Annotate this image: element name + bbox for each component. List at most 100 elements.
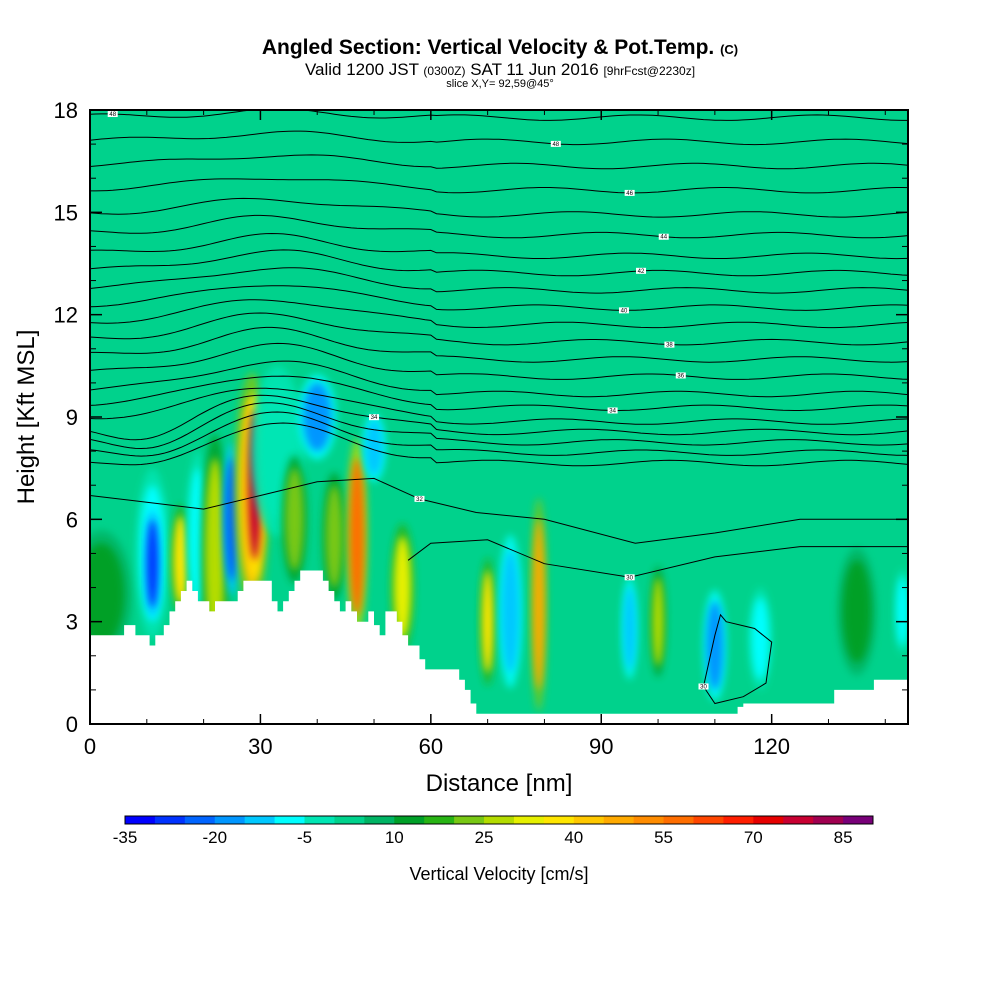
velocity-cell — [303, 382, 332, 452]
velocity-cell — [842, 560, 872, 663]
forecast-info: [9hrFcst@2230z] — [603, 64, 696, 78]
colorbar-label: 85 — [834, 828, 853, 847]
colorbar-swatch — [513, 816, 545, 824]
isentrope-line — [90, 249, 908, 277]
x-tick-label: 90 — [589, 734, 613, 759]
velocity-cell — [90, 543, 125, 646]
chart-title-suffix: (C) — [720, 42, 739, 57]
colorbar-swatch — [244, 816, 276, 824]
x-tick-label: 30 — [248, 734, 272, 759]
velocity-cell — [896, 577, 908, 646]
y-tick-label: 9 — [66, 405, 78, 430]
velocity-cell — [146, 519, 159, 609]
isentrope-label-bg — [550, 140, 561, 147]
isentrope-label: 36 — [677, 373, 684, 379]
colorbar-swatch — [274, 816, 306, 824]
colorbar-label: 70 — [744, 828, 763, 847]
isentrope-label: 44 — [660, 235, 667, 241]
isentrope-label: 32 — [416, 497, 423, 503]
colorbar-swatch — [723, 816, 754, 824]
colorbar-swatch — [424, 816, 455, 824]
isentrope-line — [407, 539, 908, 578]
isentrope-label-bg — [414, 495, 425, 502]
isentrope-line — [90, 422, 908, 467]
colorbar-swatch — [633, 816, 665, 824]
valid-time: Valid 1200 JST — [304, 60, 419, 79]
colorbar-title: Vertical Velocity [cm/s] — [409, 864, 588, 884]
isentrope-label-bg — [624, 574, 635, 581]
isentrope-label: 46 — [626, 191, 633, 197]
colorbar-label: -20 — [202, 828, 227, 847]
y-axis-label: Height [Kft MSL] — [13, 330, 40, 505]
isentrope-label-bg — [107, 111, 118, 118]
y-tick-label: 3 — [66, 610, 78, 635]
velocity-cell — [652, 577, 664, 667]
isentrope-line — [90, 342, 908, 380]
isentrope-line — [90, 360, 908, 398]
isentrope-label-bg — [636, 267, 647, 274]
colorbar-swatch — [304, 816, 335, 824]
plot-area: 34 34 36 38 40 42 44 46 48 48 32 30 30 — [90, 110, 908, 724]
velocity-cell — [349, 457, 365, 615]
chart-title-text: Angled Section: Vertical Velocity & Pot.… — [261, 36, 715, 59]
colorbar-swatch — [154, 816, 186, 824]
velocity-cell — [325, 485, 343, 588]
velocity-cell — [533, 519, 545, 690]
velocity-cell — [393, 536, 411, 639]
isentrope-label-bg — [698, 683, 709, 690]
isentrope-label-bg — [675, 372, 686, 379]
y-tick-label: 6 — [66, 507, 78, 532]
colorbar-frame — [124, 815, 874, 825]
isentrope-line — [90, 232, 908, 260]
velocity-cells — [90, 365, 908, 712]
y-tick-label: 15 — [54, 200, 78, 225]
colorbar-swatch — [753, 816, 784, 824]
isentrope-line — [90, 214, 908, 239]
colorbar: -35 -20 -5 10 25 40 55 70 85 — [113, 815, 874, 847]
y-tick-label: 0 — [66, 712, 78, 737]
velocity-cell — [706, 601, 724, 690]
colorbar-swatch — [843, 816, 874, 824]
isentrope-label-bg — [369, 414, 380, 421]
isentrope-line — [90, 312, 908, 346]
isentrope-line — [90, 411, 908, 457]
chart-title: Angled Section: Vertical Velocity & Pot.… — [0, 36, 1000, 60]
velocity-cell — [481, 570, 494, 673]
colorbar-label: -35 — [113, 828, 138, 847]
isentrope-label: 30 — [700, 684, 707, 690]
isentrope-label: 30 — [626, 575, 633, 581]
isentrope-line — [90, 375, 908, 411]
x-tick-label: 60 — [419, 734, 443, 759]
colorbar-swatch — [394, 816, 425, 824]
isentrope-label-bg — [624, 189, 635, 196]
isentrope-line — [90, 130, 908, 146]
colorbar-swatch — [214, 816, 246, 824]
valid-date: SAT 11 Jun 2016 — [470, 60, 599, 79]
colorbar-label: 10 — [385, 828, 404, 847]
isentrope-label: 48 — [552, 142, 559, 148]
isentrope-label-bg — [664, 341, 675, 348]
colorbar-swatch — [573, 816, 605, 824]
isentrope-line — [90, 402, 908, 450]
velocity-cell — [365, 420, 383, 475]
colorbar-swatch — [125, 816, 156, 824]
velocity-cell — [285, 468, 304, 571]
velocity-cell — [173, 515, 189, 605]
isentrope-label: 40 — [621, 308, 628, 314]
isentrope-label: 42 — [638, 269, 645, 275]
y-tick-label: 12 — [54, 303, 78, 328]
valid-zulu: (0300Z) — [423, 64, 466, 78]
colorbar-label: 25 — [475, 828, 494, 847]
isentrope-line — [90, 197, 908, 218]
x-tick-label: 120 — [753, 734, 790, 759]
isentrope-line — [90, 178, 908, 194]
colorbar-label: 55 — [654, 828, 673, 847]
colorbar-swatch — [184, 816, 216, 824]
colorbar-swatch — [334, 816, 365, 824]
isentrope-contours: 34 34 36 38 40 42 44 46 48 48 32 30 30 — [90, 110, 908, 705]
slice-info: slice X,Y= 92,59@45° — [446, 78, 554, 90]
isentrope-line — [90, 326, 908, 363]
velocity-cell — [751, 597, 769, 680]
